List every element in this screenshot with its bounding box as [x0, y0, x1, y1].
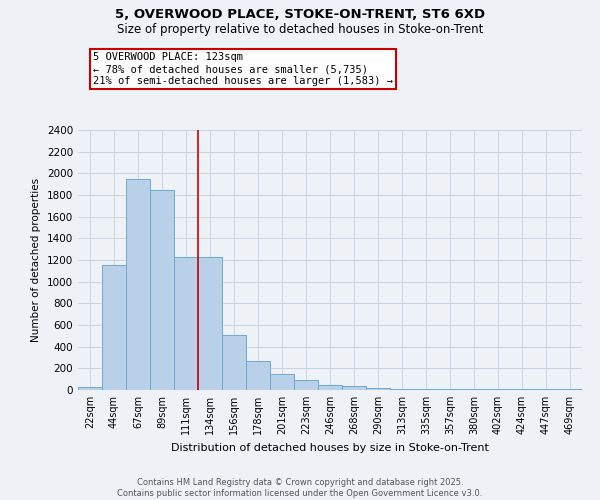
Bar — [151, 190, 173, 390]
X-axis label: Distribution of detached houses by size in Stoke-on-Trent: Distribution of detached houses by size … — [171, 442, 489, 452]
Bar — [247, 361, 269, 390]
Y-axis label: Number of detached properties: Number of detached properties — [31, 178, 41, 342]
Bar — [391, 389, 413, 390]
Bar — [199, 257, 221, 390]
Text: 5 OVERWOOD PLACE: 123sqm
← 78% of detached houses are smaller (5,735)
21% of sem: 5 OVERWOOD PLACE: 123sqm ← 78% of detach… — [93, 52, 393, 86]
Bar — [319, 384, 341, 390]
Bar — [223, 335, 245, 390]
Bar — [295, 380, 317, 390]
Bar — [343, 386, 365, 390]
Bar — [127, 179, 149, 390]
Text: Size of property relative to detached houses in Stoke-on-Trent: Size of property relative to detached ho… — [117, 22, 483, 36]
Bar — [367, 388, 389, 390]
Text: Contains HM Land Registry data © Crown copyright and database right 2025.
Contai: Contains HM Land Registry data © Crown c… — [118, 478, 482, 498]
Bar — [271, 374, 293, 390]
Text: 5, OVERWOOD PLACE, STOKE-ON-TRENT, ST6 6XD: 5, OVERWOOD PLACE, STOKE-ON-TRENT, ST6 6… — [115, 8, 485, 20]
Bar — [103, 266, 125, 390]
Bar — [175, 257, 197, 390]
Bar — [79, 388, 101, 390]
